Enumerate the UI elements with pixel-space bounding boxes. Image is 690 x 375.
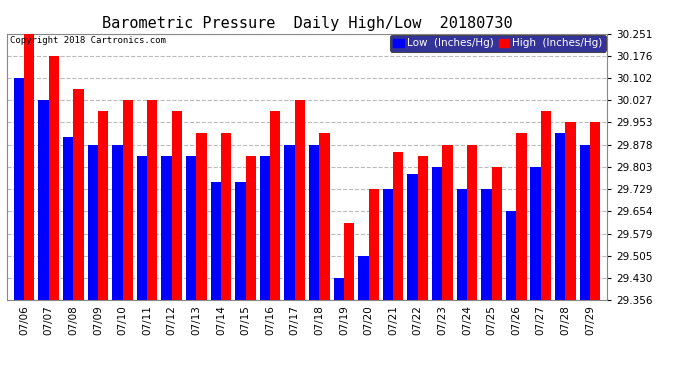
Bar <box>112 145 123 300</box>
Bar <box>368 189 379 300</box>
Bar <box>284 145 295 300</box>
Bar <box>442 145 453 300</box>
Bar <box>73 89 83 300</box>
Bar <box>197 134 207 300</box>
Bar <box>565 122 575 300</box>
Bar <box>172 111 182 300</box>
Bar <box>457 189 467 300</box>
Bar <box>123 100 133 300</box>
Bar <box>39 100 49 300</box>
Bar <box>161 156 172 300</box>
Bar <box>235 182 246 300</box>
Bar <box>516 134 526 300</box>
Bar <box>383 189 393 300</box>
Bar <box>334 278 344 300</box>
Bar <box>580 145 590 300</box>
Bar <box>88 145 98 300</box>
Bar <box>137 156 147 300</box>
Bar <box>541 111 551 300</box>
Text: Copyright 2018 Cartronics.com: Copyright 2018 Cartronics.com <box>10 36 166 45</box>
Bar <box>98 111 108 300</box>
Bar <box>246 156 256 300</box>
Bar <box>186 156 197 300</box>
Bar <box>393 152 404 300</box>
Bar <box>531 167 541 300</box>
Bar <box>221 134 231 300</box>
Bar <box>49 56 59 300</box>
Bar <box>417 156 428 300</box>
Bar <box>491 167 502 300</box>
Bar <box>590 122 600 300</box>
Bar <box>24 34 34 300</box>
Bar <box>481 189 491 300</box>
Bar <box>344 223 354 300</box>
Bar <box>319 134 330 300</box>
Bar <box>555 134 565 300</box>
Bar <box>295 100 305 300</box>
Bar <box>147 100 157 300</box>
Title: Barometric Pressure  Daily High/Low  20180730: Barometric Pressure Daily High/Low 20180… <box>101 16 513 31</box>
Bar <box>407 174 417 300</box>
Bar <box>506 211 516 300</box>
Bar <box>14 78 24 300</box>
Bar <box>260 156 270 300</box>
Bar <box>309 145 319 300</box>
Bar <box>210 182 221 300</box>
Bar <box>358 256 368 300</box>
Bar <box>63 137 73 300</box>
Bar <box>270 111 280 300</box>
Legend: Low  (Inches/Hg), High  (Inches/Hg): Low (Inches/Hg), High (Inches/Hg) <box>390 35 606 52</box>
Bar <box>432 167 442 300</box>
Bar <box>467 145 477 300</box>
